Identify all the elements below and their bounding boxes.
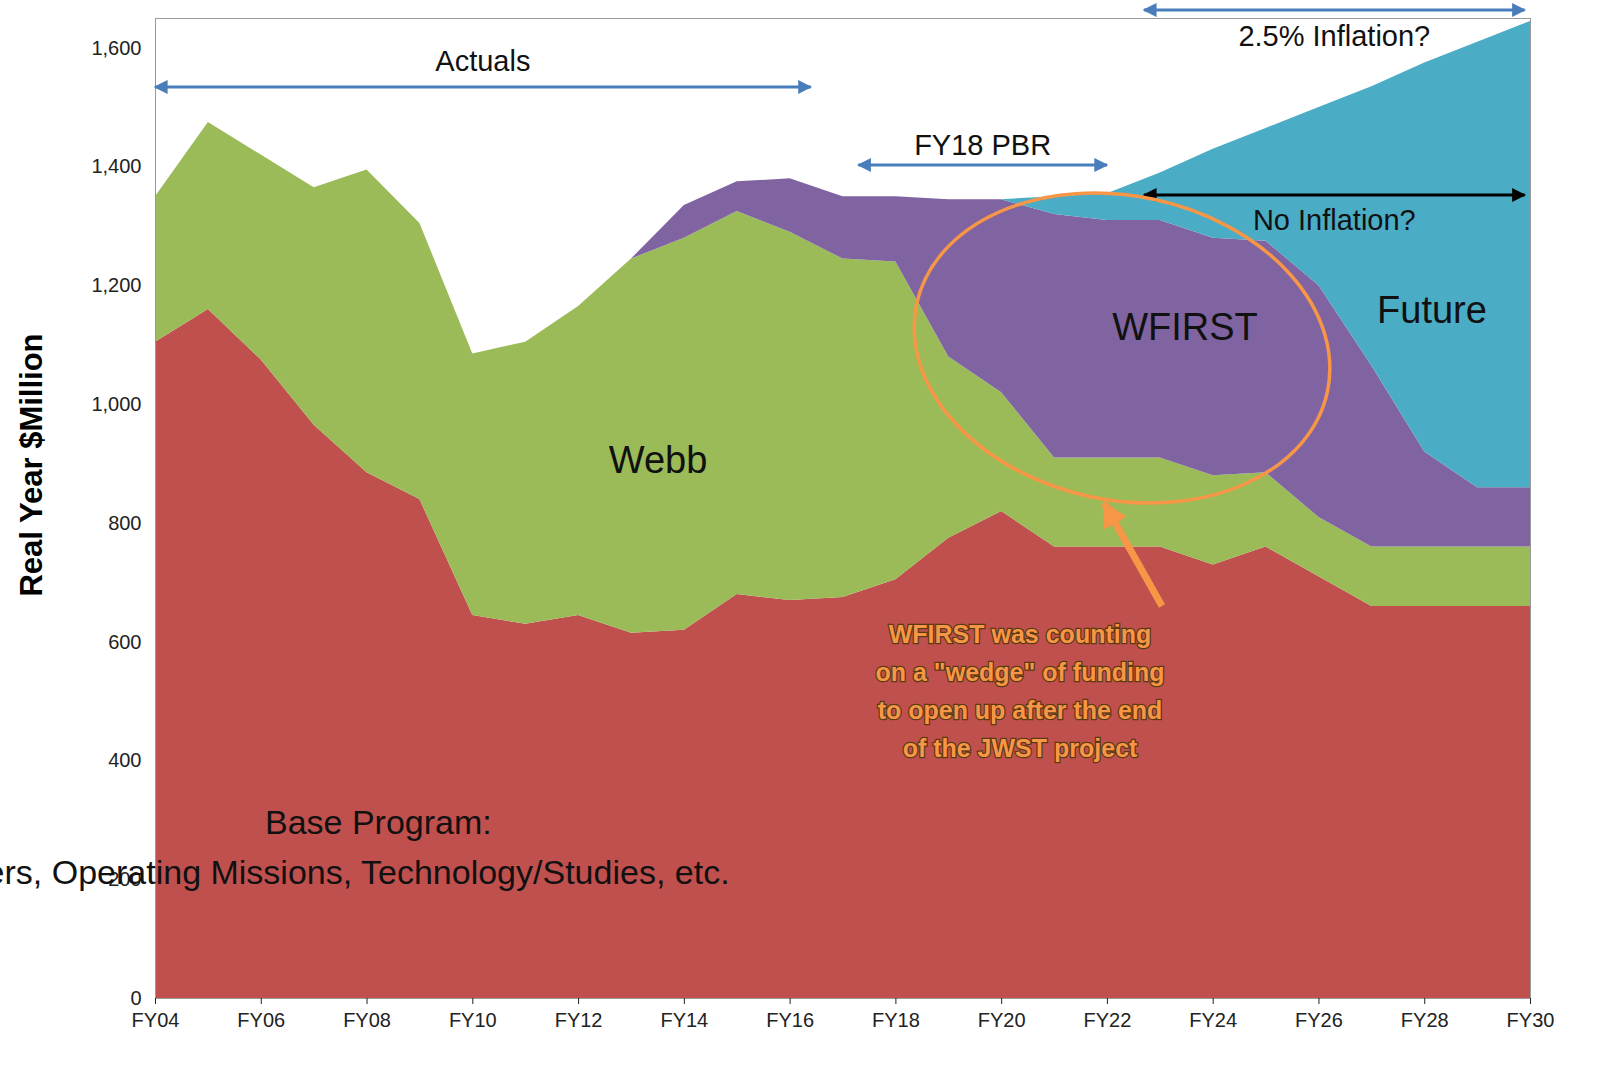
svg-text:FY18: FY18 [872,1009,920,1031]
svg-text:WFIRST was counting: WFIRST was counting [889,620,1152,648]
svg-text:400: 400 [108,749,141,771]
svg-text:1,600: 1,600 [91,37,141,59]
svg-text:FY30: FY30 [1507,1009,1555,1031]
svg-text:FY28: FY28 [1401,1009,1449,1031]
svg-text:Base Program:: Base Program: [265,803,492,841]
svg-text:Real Year $Million: Real Year $Million [14,333,49,596]
svg-text:FY26: FY26 [1295,1009,1343,1031]
svg-text:FY08: FY08 [343,1009,391,1031]
svg-text:FY24: FY24 [1189,1009,1237,1031]
svg-text:Webb: Webb [609,439,708,481]
svg-text:to open up after the end: to open up after the end [878,696,1163,724]
svg-text:FY10: FY10 [449,1009,497,1031]
svg-text:WFIRST: WFIRST [1112,306,1258,348]
svg-text:on a "wedge" of funding: on a "wedge" of funding [876,658,1165,686]
svg-text:FY16: FY16 [766,1009,814,1031]
svg-text:No Inflation?: No Inflation? [1253,204,1416,236]
svg-text:Future: Future [1377,289,1487,331]
svg-text:1,000: 1,000 [91,393,141,415]
svg-text:R&A, Explorers, Operating Miss: R&A, Explorers, Operating Missions, Tech… [0,853,730,891]
svg-text:1,200: 1,200 [91,274,141,296]
svg-text:600: 600 [108,631,141,653]
svg-text:FY06: FY06 [237,1009,285,1031]
svg-text:of the JWST project: of the JWST project [903,734,1138,762]
svg-text:FY18 PBR: FY18 PBR [914,129,1051,161]
svg-text:2.5% Inflation?: 2.5% Inflation? [1238,20,1430,52]
svg-text:FY14: FY14 [660,1009,708,1031]
svg-text:Actuals: Actuals [435,45,530,77]
svg-text:FY04: FY04 [132,1009,180,1031]
svg-text:1,400: 1,400 [91,155,141,177]
svg-text:FY12: FY12 [555,1009,603,1031]
svg-text:0: 0 [130,987,141,1009]
svg-text:FY20: FY20 [978,1009,1026,1031]
svg-text:FY22: FY22 [1084,1009,1132,1031]
svg-text:800: 800 [108,512,141,534]
